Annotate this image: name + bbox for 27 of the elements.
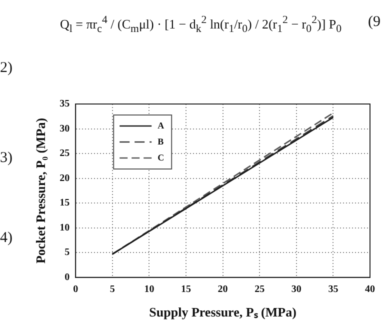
y-tick-label: 10 [60, 222, 70, 234]
x-tick-label: 10 [144, 284, 154, 295]
x-tick-label: 30 [291, 284, 302, 295]
x-axis-title: Supply Pressure, Pₛ (MPa) [149, 304, 296, 320]
y-tick-label: 5 [64, 247, 70, 258]
text: 2) [0, 60, 12, 77]
x-tick-label: 40 [365, 284, 375, 295]
y-tick-label: 20 [60, 172, 70, 184]
y-tick-label: 30 [60, 123, 70, 134]
text: Q$_{l}$ = πr$_{c}$$^{4}$ / (C$_{m}$μl) · [1 − d$_{k}$$^{2}$ ln(r$_{1}$/r$_{0}$) / 2(r$_{1}$$^{2}$ − r$_{0}$$^{2}$)] P$_{0}$ [60, 14, 342, 35]
legend-label: B [158, 136, 164, 146]
legend-label: A [158, 120, 165, 130]
y-axis-title: Pocket Pressure, P₀ (MPa) [33, 118, 48, 264]
text: 4) [0, 230, 12, 247]
x-tick-label: 5 [110, 284, 115, 295]
y-tick-label: 0 [64, 272, 70, 283]
x-tick-label: 15 [181, 284, 191, 295]
y-tick-label: 35 [60, 98, 70, 110]
y-tick-label: 15 [60, 198, 70, 209]
x-tick-label: 0 [73, 284, 78, 295]
text: 3) [0, 150, 12, 167]
x-tick-label: 25 [254, 284, 265, 295]
legend-label: C [158, 152, 164, 162]
x-tick-label: 20 [218, 284, 228, 295]
text: (9 [368, 14, 380, 31]
x-tick-label: 35 [328, 284, 338, 295]
y-tick-label: 25 [60, 148, 70, 160]
